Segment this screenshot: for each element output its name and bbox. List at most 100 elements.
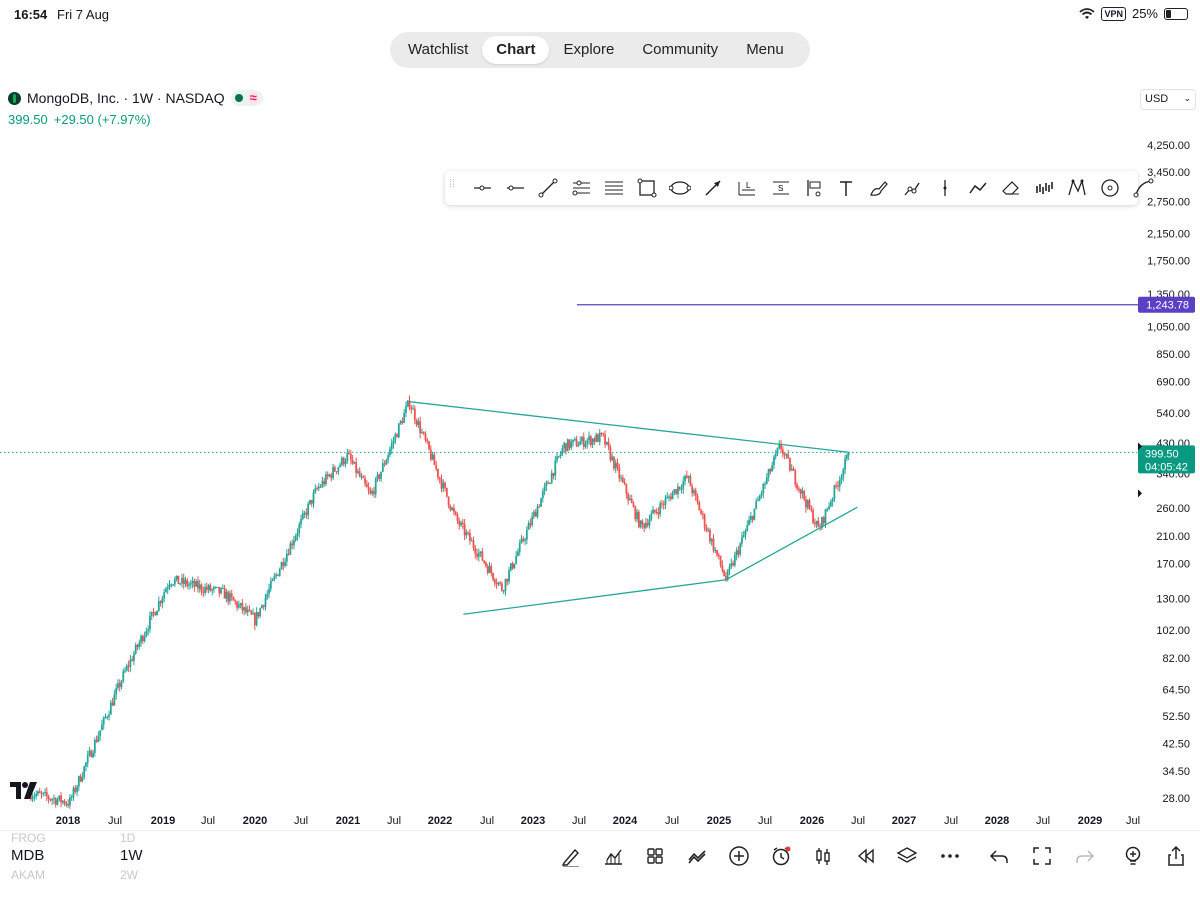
layout-button[interactable]	[642, 843, 668, 869]
trend-line-tool[interactable]	[531, 174, 564, 202]
alert-button[interactable]	[768, 843, 794, 869]
arrow-tool[interactable]	[697, 174, 730, 202]
horizontal-line-tool[interactable]	[498, 174, 531, 202]
candle-body	[557, 456, 560, 458]
arrow-icon	[705, 180, 721, 196]
brush-icon	[869, 181, 888, 196]
x-axis-label: Jul	[1126, 815, 1140, 827]
symbol-header[interactable]: MongoDB, Inc. · 1W · NASDAQ ≈	[8, 90, 263, 106]
xabcd-pattern-tool[interactable]	[1061, 174, 1094, 202]
add-button[interactable]	[726, 843, 752, 869]
scale-marker-icon	[1138, 489, 1142, 498]
idea-button[interactable]	[1120, 843, 1146, 869]
ellipse-tool[interactable]	[664, 174, 697, 202]
share-button[interactable]	[1163, 843, 1189, 869]
candle-body	[211, 589, 214, 591]
candle-body	[461, 522, 464, 524]
candle-body	[746, 525, 749, 531]
candle-body	[822, 517, 825, 524]
compare-button[interactable]	[685, 843, 711, 869]
candle-body	[342, 457, 345, 465]
curve-tool[interactable]	[1127, 174, 1160, 202]
long-position-tool[interactable]: L	[730, 174, 763, 202]
candle-body	[179, 583, 182, 585]
candle-body	[37, 791, 39, 795]
candle-body	[106, 716, 109, 718]
tab-explore[interactable]: Explore	[563, 41, 615, 58]
candle-body	[335, 471, 338, 473]
candle-body	[712, 538, 715, 551]
prev-watchlist-symbol[interactable]: FROG	[11, 831, 46, 845]
candle-body	[623, 482, 626, 485]
tab-watchlist[interactable]: Watchlist	[408, 41, 469, 58]
rectangle-tool[interactable]	[631, 174, 664, 202]
candle-body	[225, 591, 228, 599]
candle-body	[221, 587, 224, 589]
candle-body	[582, 436, 585, 447]
more-button[interactable]	[937, 843, 963, 869]
candle-body	[405, 406, 407, 413]
candle-body	[760, 493, 763, 496]
candle-body	[497, 582, 500, 585]
tradingview-logo-icon[interactable]	[9, 778, 39, 802]
layers-button[interactable]	[894, 843, 920, 869]
short-position-tool[interactable]: S	[763, 174, 796, 202]
candle-body	[367, 487, 370, 491]
current-interval[interactable]: 1W	[120, 847, 143, 864]
market-status-badge[interactable]: ≈	[230, 90, 263, 106]
candle-body	[833, 485, 836, 499]
replay-button[interactable]	[852, 843, 878, 869]
vertical-line-tool[interactable]	[928, 174, 961, 202]
x-axis-label: 2028	[985, 815, 1009, 827]
fullscreen-button[interactable]	[1029, 843, 1055, 869]
draw-button[interactable]	[558, 843, 584, 869]
tab-chart[interactable]: Chart	[482, 36, 550, 64]
candle-body	[515, 555, 518, 564]
brush-tool[interactable]	[862, 174, 895, 202]
candle-body	[792, 468, 795, 471]
candle-body	[40, 793, 43, 795]
candle-body	[691, 486, 694, 493]
scale-marker-icon	[1138, 442, 1142, 451]
candle-body	[198, 584, 201, 589]
text-tool[interactable]	[829, 174, 862, 202]
path-tool[interactable]	[895, 174, 928, 202]
horizontal-ray-tool[interactable]	[465, 174, 498, 202]
price-chart[interactable]: 28.00 34.50 42.50 52.50 64.50 82.00 102.00 130.…	[0, 0, 1200, 830]
x-axis-label: Jul	[665, 815, 679, 827]
undo-button[interactable]	[986, 843, 1012, 869]
countdown-label: 04:05:42	[1145, 461, 1188, 473]
candle-body	[591, 438, 594, 445]
polyline-tool[interactable]	[962, 174, 995, 202]
current-symbol[interactable]: MDB	[11, 847, 45, 864]
tab-community[interactable]: Community	[642, 41, 719, 58]
tab-menu[interactable]: Menu	[746, 41, 784, 58]
candle-body	[470, 540, 473, 542]
candle-body	[95, 740, 98, 742]
next-watchlist-symbol[interactable]: AKAM	[11, 868, 46, 882]
candle-body	[188, 584, 190, 586]
indicators-button[interactable]	[600, 843, 626, 869]
fib-retracement-tool[interactable]	[564, 174, 597, 202]
y-axis-label: 2,750.00	[1147, 197, 1190, 209]
short-position-icon: S	[772, 181, 789, 195]
price-range-tool[interactable]	[796, 174, 829, 202]
candle-body	[438, 477, 441, 480]
drag-handle-icon[interactable]: ⁞⁞	[449, 178, 456, 190]
candle-body	[454, 511, 457, 515]
candle-type-button[interactable]	[810, 843, 836, 869]
bottom-toolbar: FROG 1D MDB 1W AKAM 2W	[0, 830, 1200, 900]
bars-pattern-tool[interactable]	[1028, 174, 1061, 202]
candle-body	[703, 514, 706, 528]
redo-button[interactable]	[1072, 843, 1098, 869]
candle-body	[593, 438, 596, 442]
parallel-channel-tool[interactable]	[598, 174, 631, 202]
currency-value: USD	[1145, 93, 1169, 105]
circle-tool[interactable]	[1094, 174, 1127, 202]
candle-body	[195, 580, 198, 587]
candle-body	[371, 491, 374, 494]
eraser-tool[interactable]	[995, 174, 1028, 202]
candle-body	[785, 454, 788, 456]
candle-body	[616, 462, 619, 468]
currency-select[interactable]: USD ⌄	[1140, 89, 1196, 110]
